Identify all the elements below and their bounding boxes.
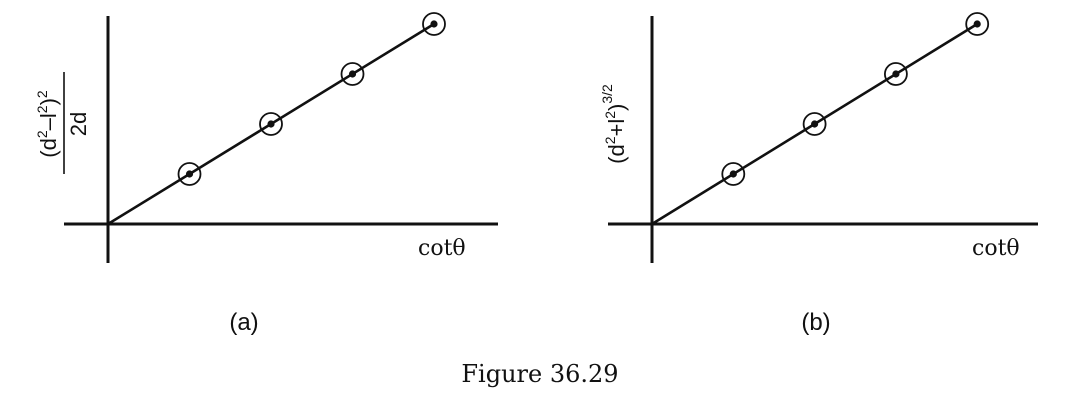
panel-b-data-point-1: [729, 170, 737, 178]
svg-text:(d2+l2)3/2: (d2+l2)3/2: [599, 84, 629, 164]
panel-a-point-ring-2: [259, 112, 283, 136]
panel-b-data-point-4: [973, 20, 981, 28]
panel-b-marks: [651, 12, 990, 226]
panel-a-point-ring-4: [422, 12, 446, 36]
panel-a-point-ring-1: [177, 162, 202, 186]
panel-a-x-label: cotθ: [418, 236, 466, 261]
panel-b-label: (b): [801, 309, 830, 336]
panel-a-y-label: (d2–l2)2 2d: [34, 72, 91, 174]
panel-b-ylabel-open: (d: [604, 144, 629, 164]
panel-a-ylabel-close: ): [36, 98, 61, 105]
panel-b-point-ring-2: [802, 112, 827, 136]
panel-b-ylabel-close: ): [604, 104, 629, 111]
panel-a-ylabel-sup3: 2: [34, 90, 50, 98]
panel-b-y-label: (d2+l2)3/2: [599, 84, 629, 164]
panel-a-data-point-3: [348, 70, 357, 78]
panel-a-ylabel-denominator: 2d: [66, 112, 91, 136]
panel-b-ylabel-mid: +l: [604, 119, 629, 137]
panel-b-point-ring-3: [884, 62, 908, 86]
panel-a-point-ring-3: [340, 62, 365, 86]
panel-b-point-ring-1: [721, 162, 746, 186]
panel-a-ylabel-sup2: 2: [34, 105, 50, 113]
panel-a-ylabel-open: (d: [36, 138, 61, 158]
panel-b-ylabel-sup3: 3/2: [599, 84, 615, 104]
panel-b-point-ring-4: [965, 12, 990, 36]
panel-a-label: (a): [229, 309, 258, 336]
panel-b: (d2+l2)3/2 cotθ (b): [599, 12, 1038, 336]
panel-a-ylabel-mid: –l: [36, 113, 61, 130]
panel-a-data-point-4: [430, 20, 438, 28]
svg-text:(d2–l2)2: (d2–l2)2: [34, 90, 61, 158]
panel-b-x-label: cotθ: [972, 236, 1020, 261]
panel-a: (d2–l2)2 2d cotθ (a): [34, 12, 498, 336]
panel-a-marks: [107, 12, 446, 226]
panel-a-data-point-2: [267, 120, 275, 128]
panel-b-ylabel-sup2: 2: [602, 111, 618, 119]
panel-a-ylabel-sup1: 2: [34, 130, 50, 138]
panel-b-ylabel-sup1: 2: [602, 136, 618, 144]
panel-b-data-point-3: [892, 70, 900, 78]
figure-caption: Figure 36.29: [461, 360, 618, 388]
panel-a-data-point-1: [185, 170, 194, 178]
panel-b-data-point-2: [811, 120, 819, 128]
